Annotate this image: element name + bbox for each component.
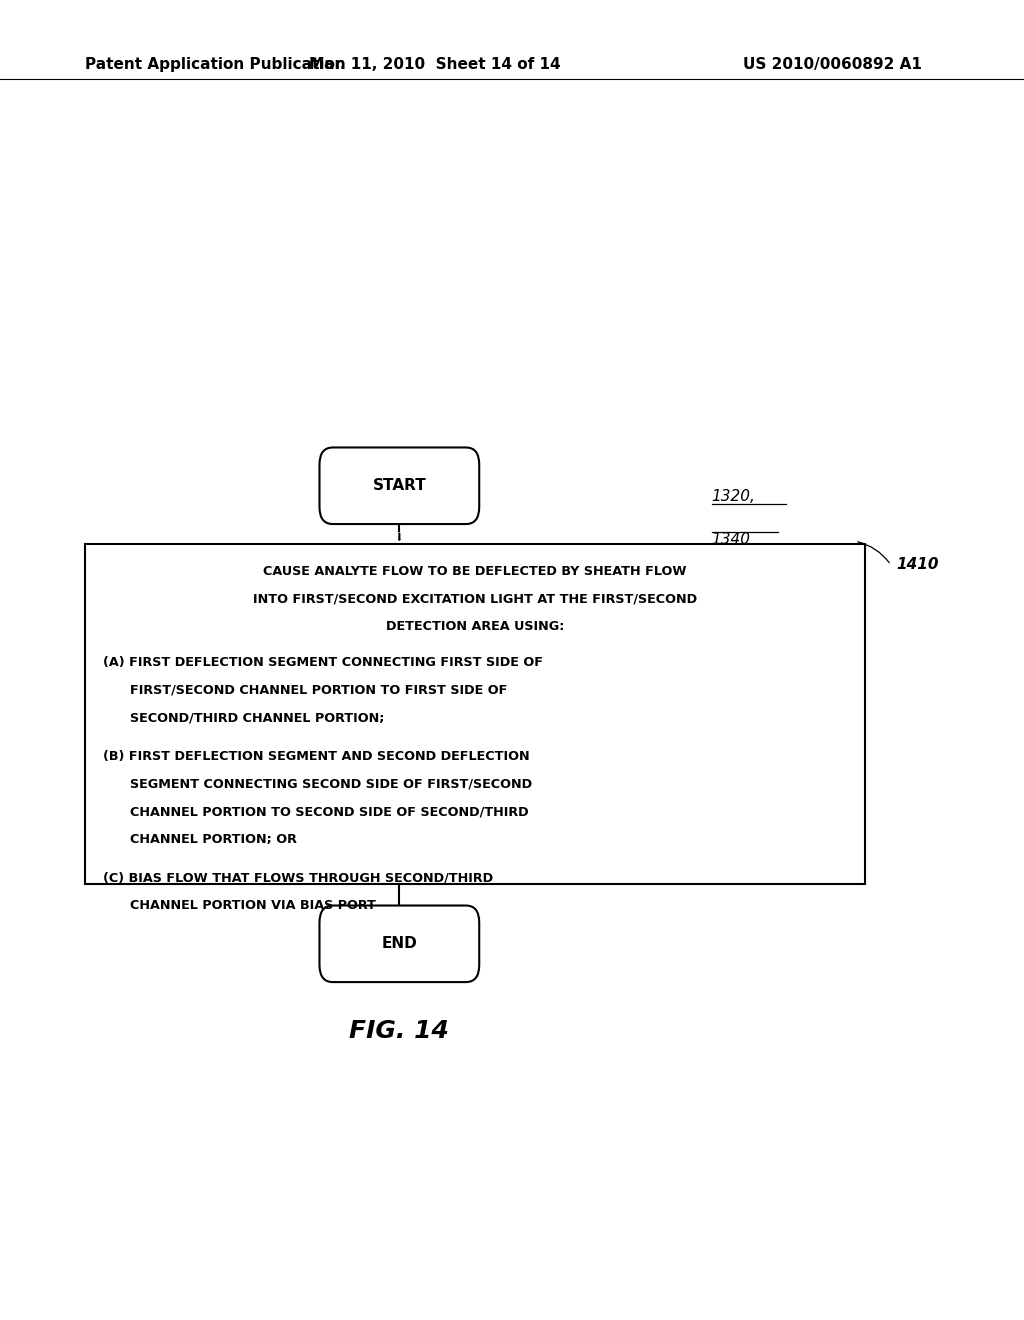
Text: (C) BIAS FLOW THAT FLOWS THROUGH SECOND/THIRD: (C) BIAS FLOW THAT FLOWS THROUGH SECOND/… xyxy=(103,871,494,884)
Text: CHANNEL PORTION TO SECOND SIDE OF SECOND/THIRD: CHANNEL PORTION TO SECOND SIDE OF SECOND… xyxy=(103,805,529,818)
Text: SEGMENT CONNECTING SECOND SIDE OF FIRST/SECOND: SEGMENT CONNECTING SECOND SIDE OF FIRST/… xyxy=(103,777,532,791)
Text: 1320,: 1320, xyxy=(712,490,756,504)
Text: CHANNEL PORTION; OR: CHANNEL PORTION; OR xyxy=(103,833,297,846)
Text: END: END xyxy=(382,936,417,952)
Text: FIG. 14: FIG. 14 xyxy=(349,1019,450,1043)
Text: CAUSE ANALYTE FLOW TO BE DEFLECTED BY SHEATH FLOW: CAUSE ANALYTE FLOW TO BE DEFLECTED BY SH… xyxy=(263,565,687,578)
Text: US 2010/0060892 A1: US 2010/0060892 A1 xyxy=(742,57,922,71)
Text: 1410: 1410 xyxy=(896,557,939,572)
Text: DETECTION AREA USING:: DETECTION AREA USING: xyxy=(386,620,564,634)
Text: (B) FIRST DEFLECTION SEGMENT AND SECOND DEFLECTION: (B) FIRST DEFLECTION SEGMENT AND SECOND … xyxy=(103,750,530,763)
Text: Mar. 11, 2010  Sheet 14 of 14: Mar. 11, 2010 Sheet 14 of 14 xyxy=(309,57,561,71)
Text: CHANNEL PORTION VIA BIAS PORT: CHANNEL PORTION VIA BIAS PORT xyxy=(103,899,376,912)
FancyBboxPatch shape xyxy=(319,447,479,524)
FancyBboxPatch shape xyxy=(319,906,479,982)
FancyBboxPatch shape xyxy=(85,544,865,884)
Text: START: START xyxy=(373,478,426,494)
Text: 1340: 1340 xyxy=(712,532,751,546)
FancyArrowPatch shape xyxy=(858,541,889,562)
Text: FIRST/SECOND CHANNEL PORTION TO FIRST SIDE OF: FIRST/SECOND CHANNEL PORTION TO FIRST SI… xyxy=(103,684,508,697)
Text: (A) FIRST DEFLECTION SEGMENT CONNECTING FIRST SIDE OF: (A) FIRST DEFLECTION SEGMENT CONNECTING … xyxy=(103,656,544,669)
Text: Patent Application Publication: Patent Application Publication xyxy=(85,57,346,71)
Text: SECOND/THIRD CHANNEL PORTION;: SECOND/THIRD CHANNEL PORTION; xyxy=(103,711,385,725)
FancyArrowPatch shape xyxy=(667,556,698,585)
Text: INTO FIRST/SECOND EXCITATION LIGHT AT THE FIRST/SECOND: INTO FIRST/SECOND EXCITATION LIGHT AT TH… xyxy=(253,593,697,606)
